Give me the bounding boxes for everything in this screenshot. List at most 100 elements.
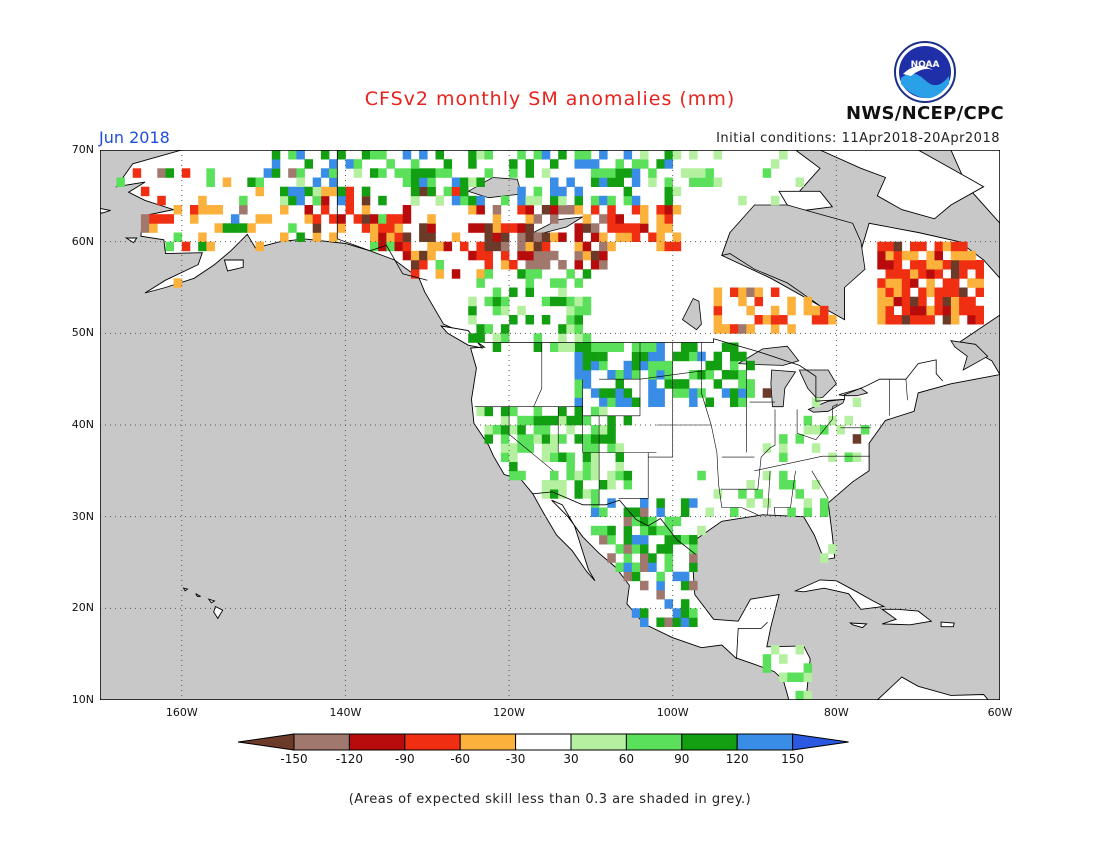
anomaly-cell bbox=[918, 296, 927, 307]
anomaly-cell bbox=[468, 177, 477, 187]
anomaly-cell bbox=[500, 195, 510, 206]
anomaly-cell bbox=[190, 214, 199, 224]
anomaly-cell bbox=[574, 250, 583, 261]
anomaly-cell bbox=[410, 195, 420, 206]
colorbar-label: -90 bbox=[394, 752, 415, 766]
anomaly-cell bbox=[582, 269, 592, 279]
anomaly-cell bbox=[558, 205, 567, 215]
anomaly-cell bbox=[525, 287, 534, 297]
anomaly-cell bbox=[590, 498, 600, 508]
anomaly-cell bbox=[656, 388, 665, 398]
anomaly-cell bbox=[288, 150, 297, 160]
anomaly-cell bbox=[517, 443, 526, 453]
lon-label: 120W bbox=[493, 706, 526, 719]
anomaly-cell bbox=[550, 415, 559, 426]
anomaly-cell bbox=[828, 415, 837, 426]
anomaly-cell bbox=[574, 434, 583, 444]
anomaly-cell bbox=[460, 186, 469, 197]
anomaly-cell bbox=[738, 388, 747, 398]
anomaly-cell bbox=[550, 278, 559, 288]
anomaly-cell bbox=[149, 223, 158, 233]
anomaly-cell bbox=[901, 305, 911, 316]
anomaly-cell bbox=[738, 351, 747, 362]
anomaly-cell bbox=[934, 287, 943, 297]
anomaly-cell bbox=[312, 186, 322, 197]
anomaly-cell bbox=[770, 305, 780, 316]
anomaly-cell bbox=[165, 241, 174, 252]
anomaly-cell bbox=[476, 278, 485, 288]
lat-label: 60N bbox=[71, 234, 94, 248]
anomaly-cell bbox=[525, 260, 534, 270]
anomaly-cell bbox=[550, 205, 559, 215]
state-border bbox=[474, 406, 657, 453]
anomaly-cell bbox=[550, 232, 559, 242]
anomaly-cell bbox=[582, 452, 592, 462]
puerto-rico bbox=[940, 621, 955, 628]
colorbar-label: -30 bbox=[505, 752, 526, 766]
anomaly-cell bbox=[795, 645, 804, 655]
south-america bbox=[835, 676, 989, 700]
anomaly-cell bbox=[631, 370, 641, 380]
anomaly-cell bbox=[828, 544, 837, 554]
lat-label: 30N bbox=[71, 509, 94, 523]
anomaly-cell bbox=[664, 195, 673, 206]
anomaly-cell bbox=[705, 397, 714, 407]
anomaly-cell bbox=[582, 415, 592, 426]
anomaly-cell bbox=[656, 351, 665, 362]
anomaly-cell bbox=[509, 470, 518, 481]
anomaly-cell bbox=[198, 205, 207, 215]
anomaly-cell bbox=[664, 223, 673, 233]
anomaly-cell bbox=[623, 168, 633, 178]
anomaly-cell bbox=[950, 315, 960, 325]
anomaly-cell bbox=[312, 195, 322, 206]
anomaly-cell bbox=[656, 590, 665, 600]
anomaly-cell bbox=[378, 223, 387, 233]
anomaly-cell bbox=[582, 443, 592, 453]
anomaly-cell bbox=[410, 177, 420, 187]
anomaly-cell bbox=[967, 250, 976, 261]
anomaly-cell bbox=[500, 333, 510, 343]
anomaly-cell bbox=[550, 195, 559, 206]
lat-label: 70N bbox=[71, 143, 94, 156]
anomaly-cell bbox=[623, 480, 633, 490]
anomaly-cell bbox=[623, 360, 633, 371]
anomaly-cell bbox=[664, 562, 673, 572]
anomaly-cell bbox=[844, 452, 853, 462]
anomaly-cell bbox=[901, 296, 911, 307]
anomaly-cell bbox=[607, 415, 616, 426]
anomaly-cell bbox=[574, 324, 583, 334]
anomaly-cell bbox=[762, 663, 772, 673]
anomaly-cell bbox=[885, 269, 894, 279]
anomaly-cell bbox=[476, 195, 485, 206]
hawaii-kauai bbox=[182, 587, 189, 592]
anomaly-cell bbox=[484, 260, 493, 270]
anomaly-cell bbox=[648, 232, 657, 242]
lon-label: 80W bbox=[823, 706, 849, 719]
anomaly-cell bbox=[239, 205, 248, 215]
anomaly-cell bbox=[631, 342, 641, 352]
anomaly-cell bbox=[680, 351, 690, 362]
anomaly-cell bbox=[165, 168, 174, 178]
anomaly-cell bbox=[435, 150, 444, 160]
anomaly-cell bbox=[942, 305, 952, 316]
anomaly-cell bbox=[730, 287, 739, 297]
anomaly-cell bbox=[648, 360, 657, 371]
anomaly-cell bbox=[811, 480, 821, 490]
anomaly-cell bbox=[975, 305, 984, 316]
anomaly-cell bbox=[672, 608, 682, 618]
anomaly-cell bbox=[222, 177, 232, 187]
anomaly-cell bbox=[640, 580, 649, 591]
anomaly-cell bbox=[754, 489, 763, 499]
anomaly-cell bbox=[770, 324, 780, 334]
anomaly-cell bbox=[811, 443, 821, 453]
anomaly-cell bbox=[402, 205, 412, 215]
anomaly-cell bbox=[877, 241, 886, 252]
anomaly-cell bbox=[509, 168, 518, 178]
colorbar-segment bbox=[570, 733, 627, 751]
anomaly-cell bbox=[926, 287, 935, 297]
anomaly-cell bbox=[615, 342, 624, 352]
anomaly-cell bbox=[893, 315, 903, 325]
anomaly-cell bbox=[713, 379, 723, 389]
anomaly-cell bbox=[680, 617, 690, 627]
anomaly-cell bbox=[640, 360, 649, 371]
